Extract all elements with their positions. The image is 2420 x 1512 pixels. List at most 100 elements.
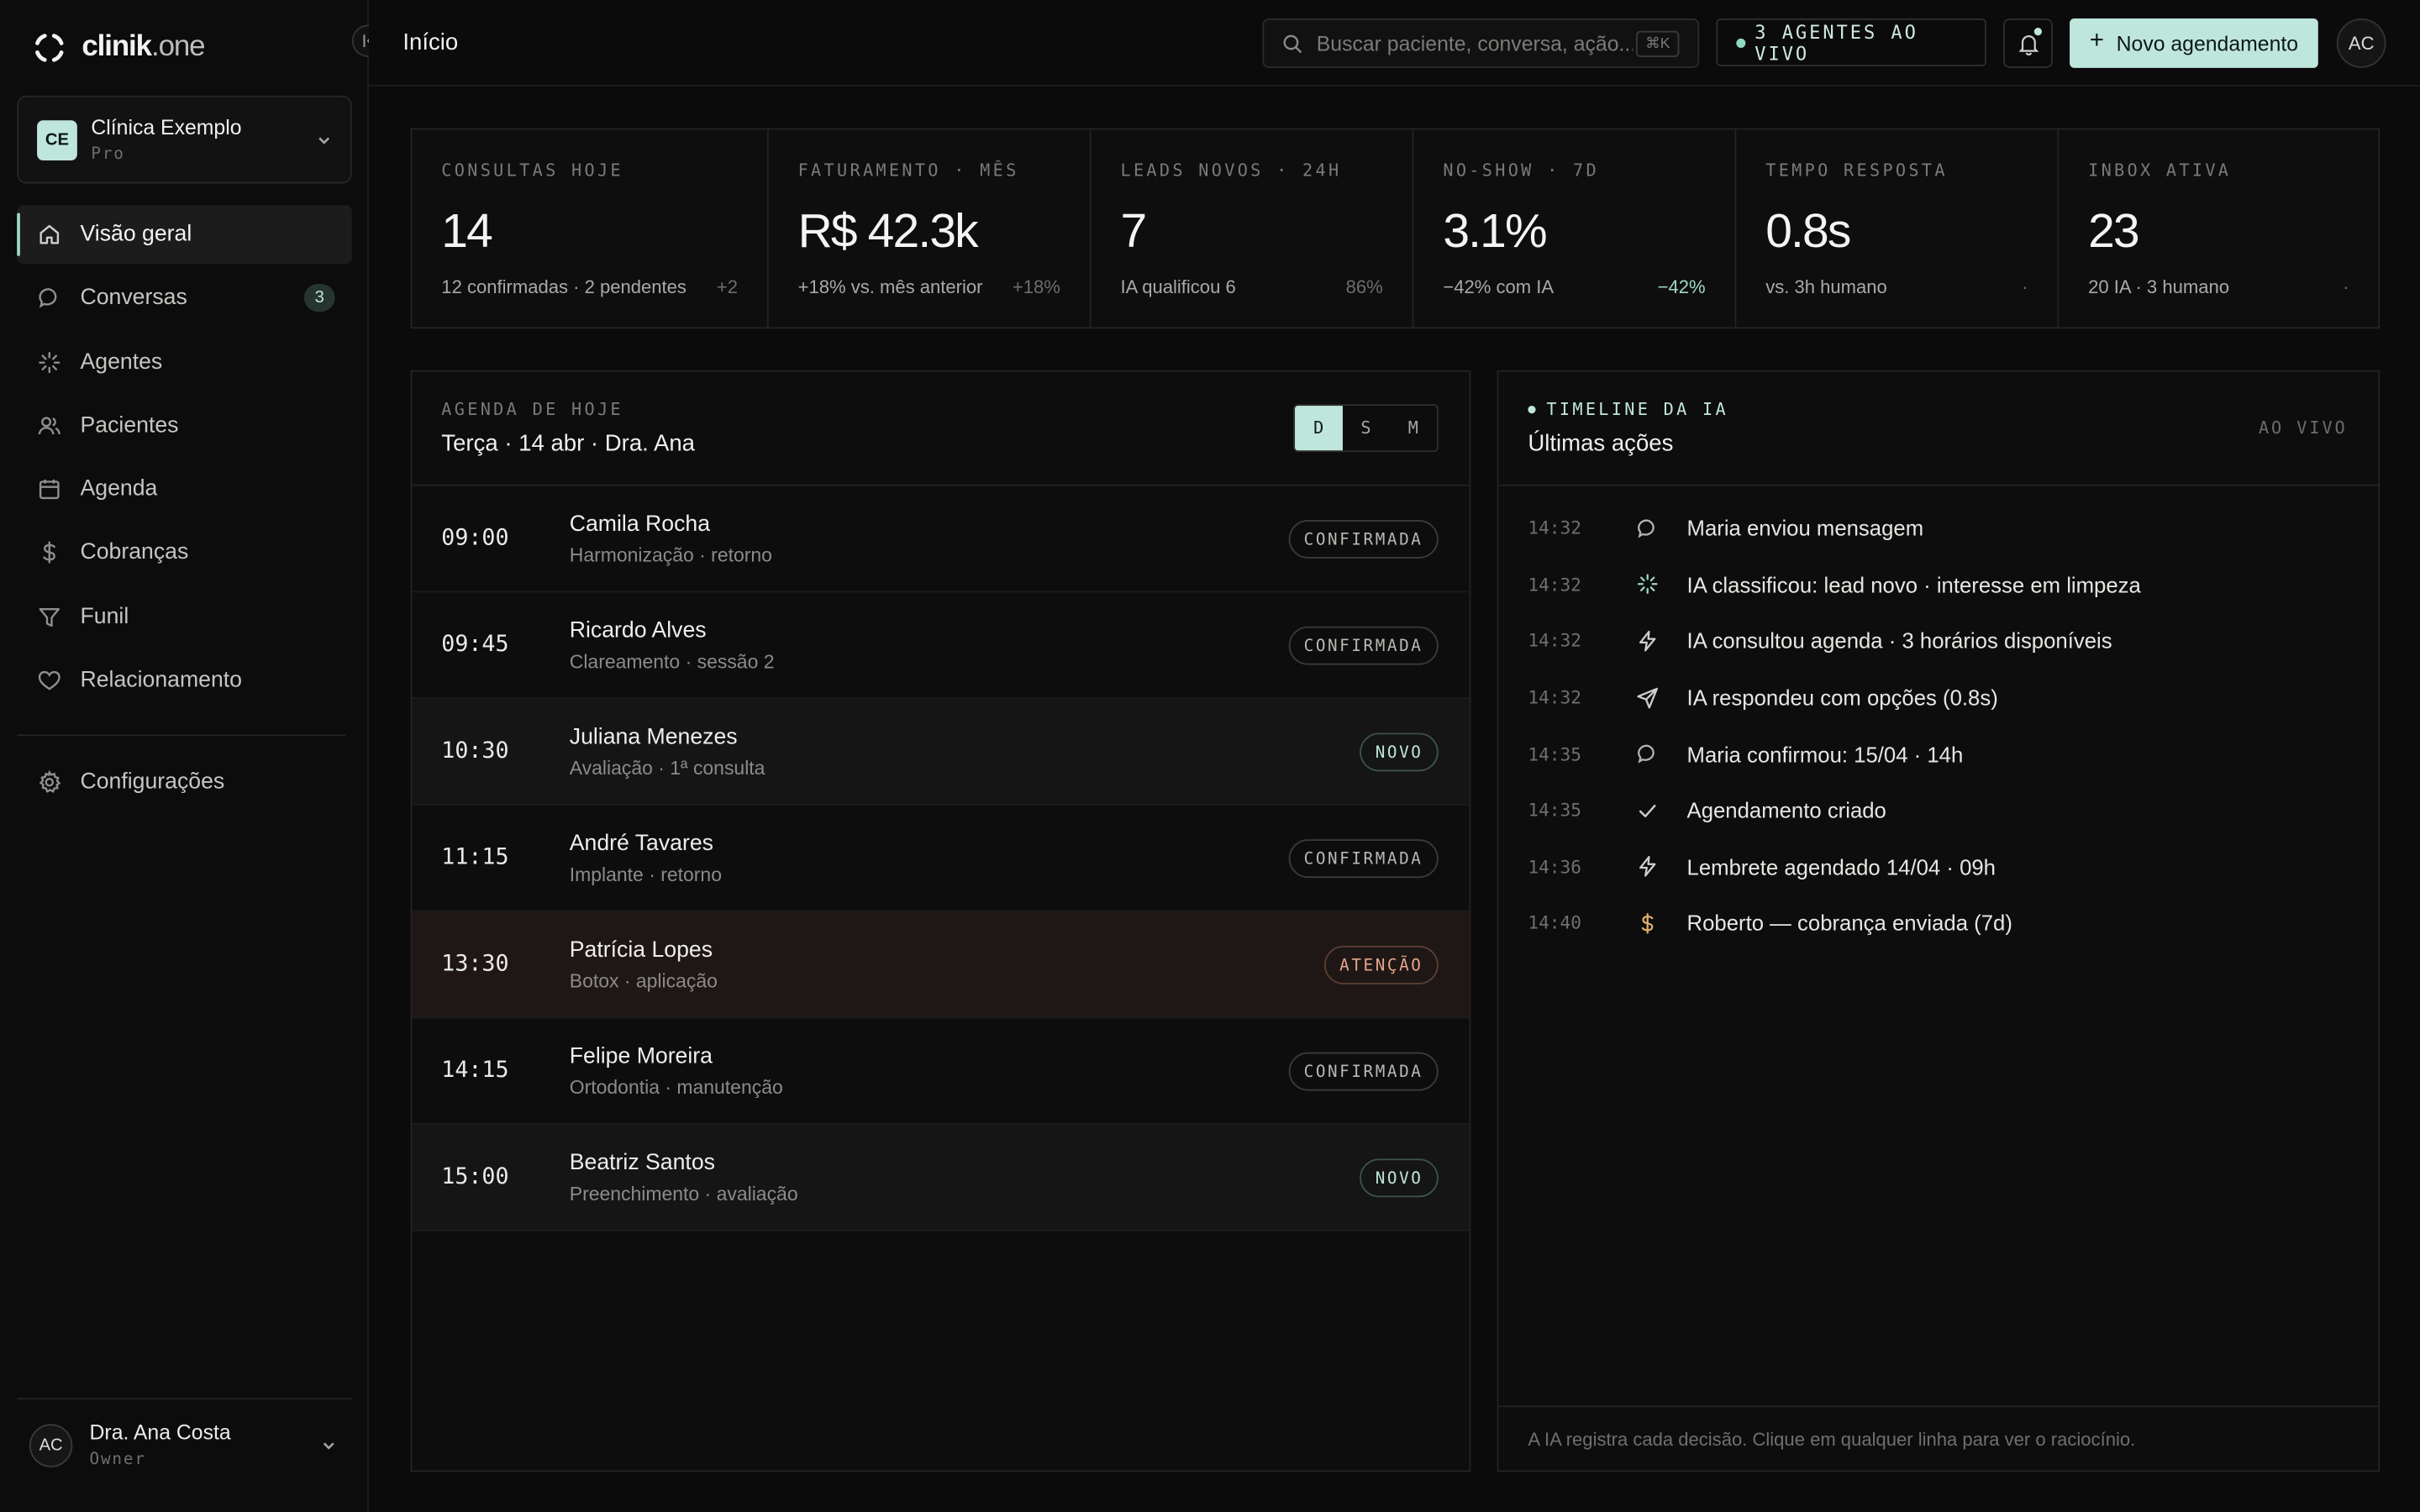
kpi-delta: · [2022, 276, 2028, 298]
appointment-time: 11:15 [441, 845, 509, 870]
user-menu[interactable]: AC Dra. Ana Costa Owner [17, 1398, 352, 1490]
appointment-row[interactable]: 09:45 Ricardo Alves Clareamento · sessão … [412, 592, 1470, 700]
kpi-card[interactable]: TEMPO RESPOSTA 0.8s vs. 3h humano · [1736, 129, 2060, 328]
timeline-row[interactable]: 14:32 IA classificou: lead novo · intere… [1498, 556, 2378, 612]
kpi-label: LEADS NOVOS · 24H [1120, 160, 1342, 181]
kpi-card[interactable]: INBOX ATIVA 23 20 IA · 3 humano · [2059, 129, 2378, 327]
kpi-label: INBOX ATIVA [2088, 160, 2232, 181]
search-input[interactable] [1316, 31, 1634, 55]
sidebar-item-relacionamento[interactable]: Relacionamento [17, 651, 352, 710]
kpi-card[interactable]: FATURAMENTO · MÊS R$ 42.3k +18% vs. mês … [769, 129, 1092, 328]
page-title: Início [402, 29, 459, 56]
clinic-name: Clínica Exemplo [91, 115, 242, 139]
timeline-row[interactable]: 14:32 IA consultou agenda · 3 horários d… [1498, 613, 2378, 669]
brand-logo[interactable]: clinik.one [33, 30, 206, 65]
search-box[interactable]: ⌘K [1262, 18, 1700, 68]
status-badge: CONFIRMADA [1288, 626, 1439, 665]
timeline-row[interactable]: 14:35 Agendamento criado [1498, 782, 2378, 838]
appointment-detail: Clareamento · sessão 2 [569, 650, 775, 672]
event-time: 14:32 [1528, 630, 1581, 652]
clinic-switcher[interactable]: CE Clínica Exemplo Pro [17, 95, 352, 184]
sidebar-item-label: Agenda [80, 476, 158, 502]
patient-name: Camila Rocha [569, 511, 711, 537]
appointment-row[interactable]: 10:30 Juliana Menezes Avaliação · 1ª cons… [412, 699, 1470, 806]
appointment-detail: Avaliação · 1ª consulta [569, 756, 765, 779]
kpi-delta: 86% [1345, 276, 1383, 298]
sidebar-item-agenda[interactable]: Agenda [17, 460, 352, 519]
kpi-card[interactable]: LEADS NOVOS · 24H 7 IA qualificou 6 86% [1092, 129, 1414, 328]
sidebar-nav: Visão geral Conversas 3 Agentes Paciente… [17, 205, 352, 715]
sidebar-item-label: Funil [80, 604, 129, 629]
sidebar-item-label: Relacionamento [80, 668, 242, 693]
sidebar-item-agentes[interactable]: Agentes [17, 333, 352, 391]
sidebar-item-configuracoes[interactable]: Configurações [17, 753, 352, 811]
timeline-row[interactable]: 14:40 Roberto — cobrança enviada (7d) [1498, 895, 2378, 952]
live-agents-indicator[interactable]: 3 AGENTES AO VIVO [1716, 18, 1986, 66]
timeline-row[interactable]: 14:36 Lembrete agendado 14/04 · 09h [1498, 838, 2378, 895]
event-text: IA classificou: lead novo · interesse em… [1686, 572, 2141, 597]
send-icon [1637, 687, 1659, 708]
timeline-footer-note: A IA registra cada decisão. Clique em qu… [1498, 1405, 2379, 1470]
sidebar-item-label: Cobranças [80, 540, 189, 566]
sidebar-item-label: Agentes [80, 349, 163, 375]
sidebar-item-label: Conversas [80, 286, 187, 311]
status-badge: NOVO [1360, 1158, 1439, 1198]
avatar[interactable]: AC [2336, 18, 2386, 68]
timeline-row[interactable]: 14:32 Maria enviou mensagem [1498, 500, 2378, 556]
event-text: Lembrete agendado 14/04 · 09h [1686, 854, 1996, 879]
check-icon [1639, 804, 1656, 817]
kpi-subtext: vs. 3h humano [1765, 276, 1887, 298]
plus-icon: + [2089, 28, 2104, 55]
event-time: 14:40 [1528, 912, 1581, 935]
event-time: 14:36 [1528, 856, 1581, 878]
bell-icon [2018, 34, 2039, 55]
appointment-row[interactable]: 14:15 Felipe Moreira Ortodontia · manuten… [412, 1018, 1470, 1125]
sidebar-item-label: Configurações [80, 769, 225, 795]
event-text: IA respondeu com opções (0.8s) [1686, 685, 1998, 711]
dollar-icon [1641, 912, 1654, 934]
kpi-label: TEMPO RESPOSTA [1765, 160, 1948, 181]
kpi-card[interactable]: NO-SHOW · 7D 3.1% −42% com IA −42% [1413, 129, 1737, 328]
status-badge: CONFIRMADA [1288, 1052, 1439, 1091]
kpi-label: CONSULTAS HOJE [441, 160, 623, 181]
agenda-title: Terça · 14 abr · Dra. Ana [441, 430, 695, 457]
gear-icon [39, 769, 61, 793]
kpi-value: 23 [2088, 203, 2140, 258]
kpi-value: 0.8s [1765, 203, 1851, 258]
appointment-row[interactable]: 13:30 Patrícia Lopes Botox · aplicação AT… [412, 911, 1470, 1019]
sidebar-item-label: Visão geral [80, 222, 192, 247]
timeline-row[interactable]: 14:32 IA respondeu com opções (0.8s) [1498, 669, 2378, 726]
appointment-row[interactable]: 15:00 Beatriz Santos Preenchimento · aval… [412, 1124, 1470, 1231]
view-week-button[interactable]: S [1360, 417, 1371, 438]
view-month-button[interactable]: M [1407, 417, 1418, 438]
user-name: Dra. Ana Costa [89, 1420, 231, 1445]
kpi-value: R$ 42.3k [797, 203, 979, 258]
kpi-value: 14 [441, 203, 493, 258]
appointment-row[interactable]: 09:00 Camila Rocha Harmonização · retorno… [412, 486, 1470, 593]
notifications-button[interactable] [2003, 18, 2053, 68]
search-icon [1283, 34, 1302, 53]
agenda-panel: AGENDA DE HOJE Terça · 14 abr · Dra. Ana… [410, 370, 1471, 1473]
event-time: 14:35 [1528, 743, 1581, 765]
chat-icon [1638, 744, 1655, 764]
event-text: Maria confirmou: 15/04 · 14h [1686, 741, 1964, 767]
appointment-detail: Ortodontia · manutenção [569, 1076, 783, 1098]
patient-name: Felipe Moreira [569, 1043, 713, 1068]
sidebar-item-pacientes[interactable]: Pacientes [17, 396, 352, 455]
new-appointment-label: Novo agendamento [2116, 31, 2299, 55]
new-appointment-button[interactable]: + Novo agendamento [2070, 18, 2318, 68]
view-day-button[interactable]: D [1295, 406, 1343, 451]
sidebar-item-cobrancas[interactable]: Cobranças [17, 524, 352, 583]
sparkle-icon [39, 351, 60, 373]
brand-name: clinik.one [82, 30, 205, 64]
sidebar-item-conversas[interactable]: Conversas 3 [17, 269, 352, 328]
kpi-subtext: 12 confirmadas · 2 pendentes [441, 276, 687, 298]
kpi-subtext: 20 IA · 3 humano [2088, 276, 2229, 298]
view-switcher: D S M [1293, 404, 1439, 453]
sidebar-item-funil[interactable]: Funil [17, 587, 352, 646]
notification-dot [2033, 28, 2042, 36]
timeline-row[interactable]: 14:35 Maria confirmou: 15/04 · 14h [1498, 726, 2378, 782]
kpi-card[interactable]: CONSULTAS HOJE 14 12 confirmadas · 2 pen… [412, 129, 769, 328]
sidebar-item-visao-geral[interactable]: Visão geral [17, 205, 352, 265]
appointment-row[interactable]: 11:15 André Tavares Implante · retorno CO… [412, 806, 1470, 912]
